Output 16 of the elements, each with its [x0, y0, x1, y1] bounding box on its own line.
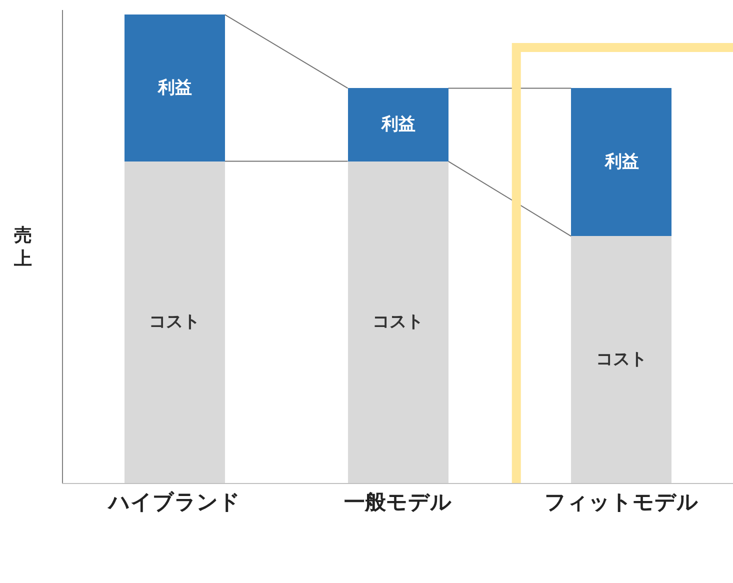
bar: [348, 161, 448, 483]
bar: [124, 161, 225, 483]
bar: [571, 88, 672, 236]
text: 利益: [604, 152, 639, 172]
text: コスト: [596, 350, 647, 370]
bar: [571, 236, 672, 483]
x-tick-label: ハイブランド: [106, 490, 241, 514]
series-label: コスト: [149, 312, 200, 332]
series-label: 利益: [380, 114, 416, 135]
y-axis-title: 売上: [13, 225, 32, 270]
x-tick-label: 一般モデル: [344, 490, 452, 514]
bar: [124, 14, 225, 162]
bar: [348, 88, 448, 162]
text: コスト: [372, 312, 424, 332]
x-tick-label: フィットモデル: [544, 490, 698, 514]
text: 利益: [158, 78, 192, 98]
